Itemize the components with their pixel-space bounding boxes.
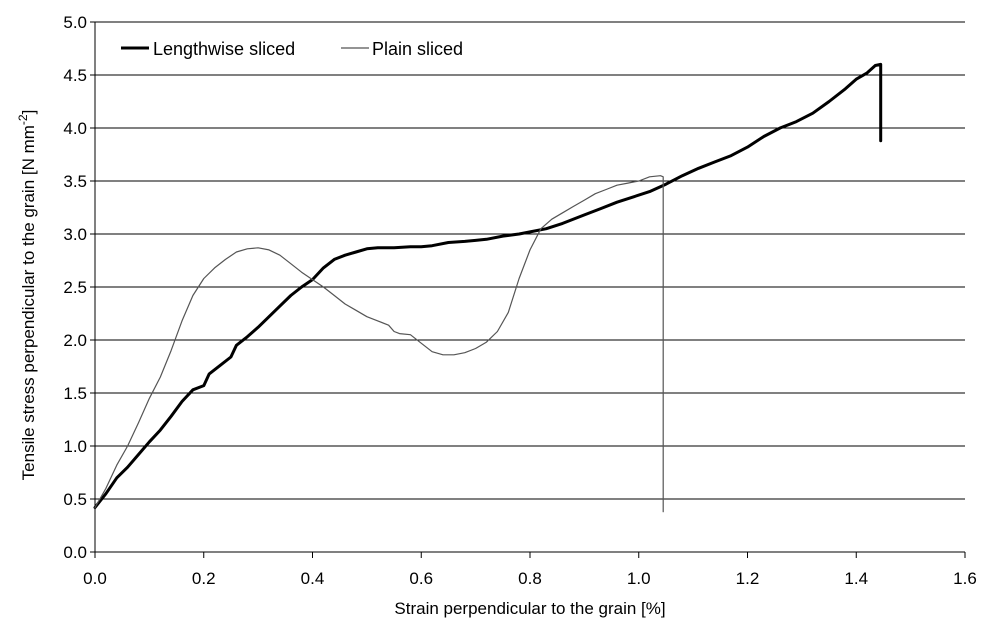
y-axis-title-main: Tensile stress perpendicular to the grai… [19,125,38,480]
x-axis-title: Strain perpendicular to the grain [%] [394,599,665,618]
y-tick-label-9: 4.5 [63,66,87,85]
series-lines [93,62,883,513]
y-tick-label-8: 4.0 [63,119,87,138]
y-tick-label-1: 0.5 [63,490,87,509]
y-axis-title: Tensile stress perpendicular to the grai… [16,110,38,481]
x-tick-label-0: 0.0 [83,569,107,588]
y-tick-label-2: 1.0 [63,437,87,456]
x-tick-label-4: 0.8 [518,569,542,588]
x-tick-label-6: 1.2 [736,569,760,588]
series-line-lengthwise-sliced [93,62,883,509]
y-tick-label-6: 3.0 [63,225,87,244]
y-tick-label-0: 0.0 [63,543,87,562]
horizontal-gridlines [95,21,965,500]
legend-label-plain: Plain sliced [372,39,463,59]
x-tick-label-1: 0.2 [192,569,216,588]
legend: Lengthwise sliced Plain sliced [121,39,463,59]
y-tick-label-3: 1.5 [63,384,87,403]
y-tick-label-10: 5.0 [63,13,87,32]
x-tick-label-8: 1.6 [953,569,977,588]
y-tick-labels: 0.0 0.5 1.0 1.5 2.0 2.5 3.0 3.5 4.0 4.5 5.0 [63,13,87,562]
x-tick-label-2: 0.4 [301,569,325,588]
series-line-plain-sliced [94,175,664,513]
x-tick-label-5: 1.0 [627,569,651,588]
y-tick-label-7: 3.5 [63,172,87,191]
y-axis-title-end: ] [19,110,38,115]
legend-label-lengthwise: Lengthwise sliced [153,39,295,59]
y-tick-label-5: 2.5 [63,278,87,297]
y-tick-label-4: 2.0 [63,331,87,350]
y-axis-title-superscript: -2 [16,114,30,125]
x-tick-labels: 0.0 0.2 0.4 0.6 0.8 1.0 1.2 1.4 1.6 [83,569,977,588]
x-tick-label-3: 0.6 [409,569,433,588]
axes [90,21,966,558]
x-tick-label-7: 1.4 [844,569,868,588]
